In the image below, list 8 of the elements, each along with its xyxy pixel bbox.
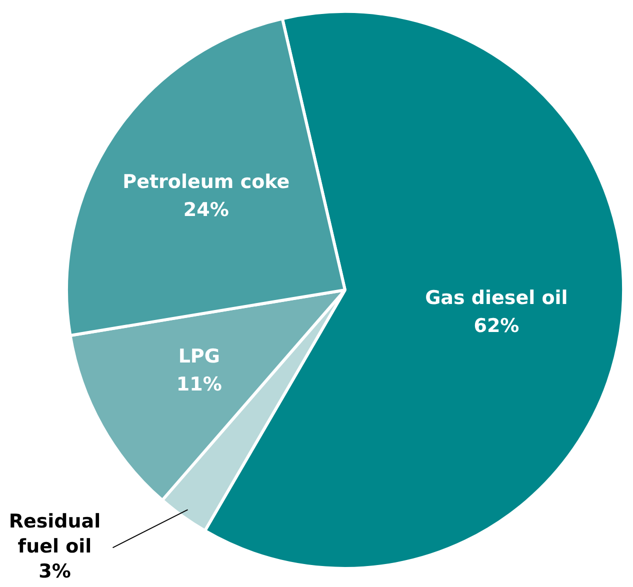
data-label: 11% [176, 373, 222, 396]
data-label: 24% [183, 198, 229, 221]
slice-label: Gas diesel oil [425, 286, 568, 309]
data-label: 62% [474, 314, 520, 337]
slice-label: Petroleum coke [122, 170, 290, 193]
slice-label: LPG [178, 345, 220, 368]
slice-label: Residual fuel oil [8, 510, 101, 558]
data-label: 3% [38, 560, 71, 583]
